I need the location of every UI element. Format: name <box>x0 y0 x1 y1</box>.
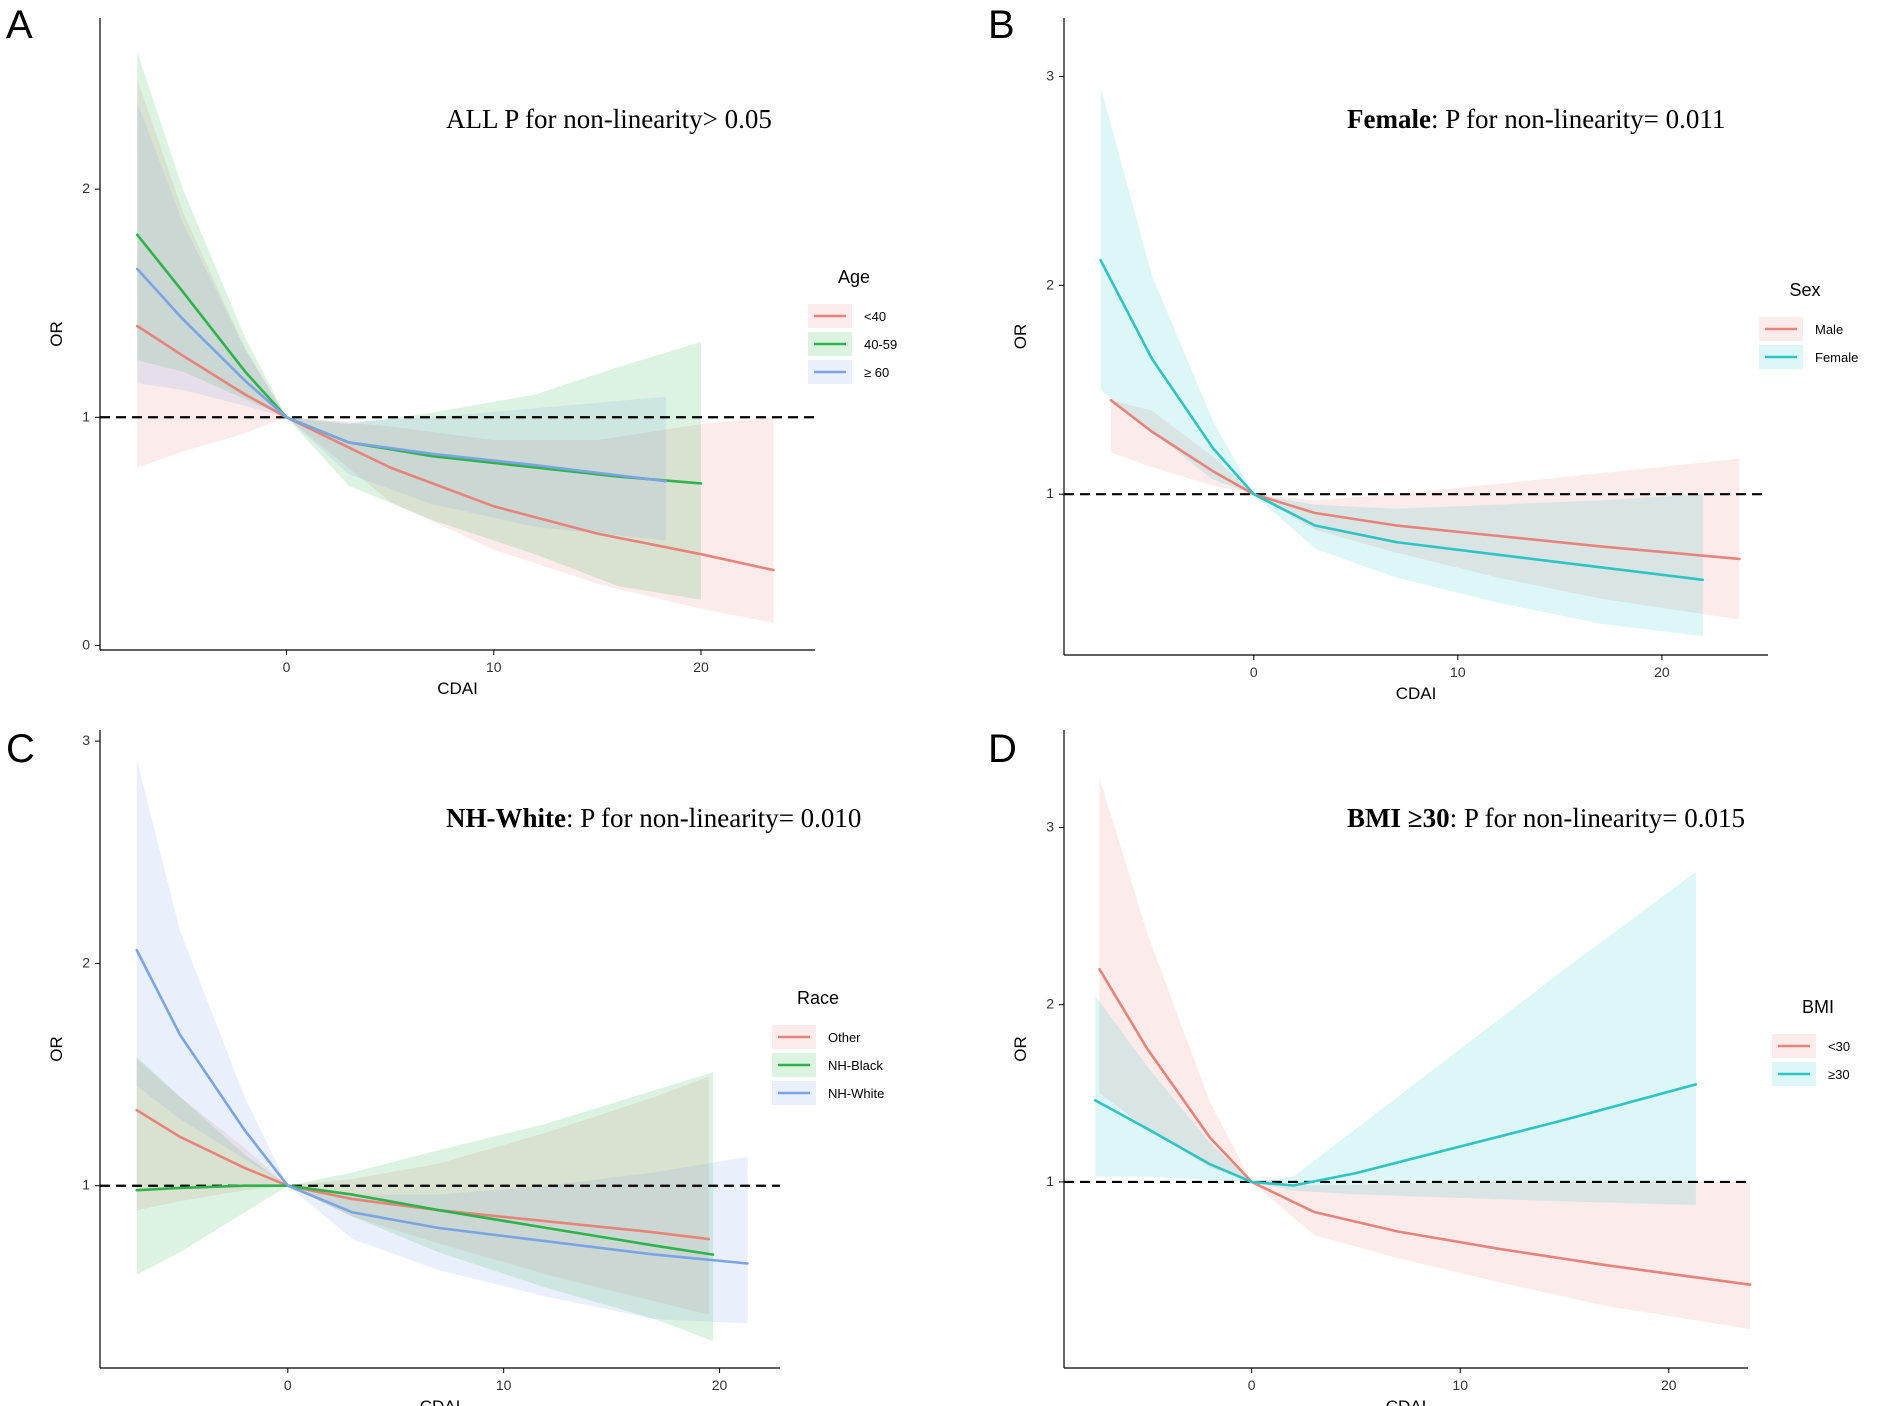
panel-c-band-nh-white <box>136 758 748 1324</box>
panel-b-legend-title: Sex <box>1789 280 1820 300</box>
panel-c-letter: C <box>6 727 35 771</box>
panel-a-band-lt40 <box>137 79 774 623</box>
panel-c-y-tick-label: 3 <box>82 732 90 748</box>
panel-d-band-lt30 <box>1099 777 1751 1329</box>
panel-a-legend-label-lt40: <40 <box>864 309 886 324</box>
panel-d-letter: D <box>988 727 1017 771</box>
panel-c-series-line-nh-white <box>135 948 749 1265</box>
panel-c-legend: Race Other NH-Black NH-White <box>772 988 884 1105</box>
panel-a-y-axis-title: OR <box>47 321 66 347</box>
panel-c-x-tick-label: 10 <box>496 1377 512 1393</box>
panel-a-series-line-lt40 <box>136 324 775 572</box>
panel-d-annotation-text: : P for non-linearity= 0.015 <box>1450 803 1745 833</box>
panel-a-band-40-59 <box>137 52 702 600</box>
panel-d-y-tick-label: 1 <box>1046 1173 1054 1189</box>
panel-a-series-line-ge-60 <box>136 267 668 483</box>
panel-b-annotation: Female: P for non-linearity= 0.011 <box>1347 104 1725 134</box>
panel-a-band-ge-60 <box>137 102 666 541</box>
panel-d-x-axis-title: CDAI <box>1386 1397 1427 1406</box>
panel-d-x-tick-label: 20 <box>1661 1377 1677 1393</box>
panel-c-series-line-nh-black <box>135 1184 715 1256</box>
panel-c-band-nh-black <box>136 1056 714 1342</box>
panel-b-y-axis-title: OR <box>1011 324 1030 350</box>
panel-a-annotation: ALL P for non-linearity> 0.05 <box>446 104 772 134</box>
panel-d-legend-label-lt30: <30 <box>1828 1039 1850 1054</box>
panel-a-legend: Age <40 40-59 ≥ 60 <box>808 267 897 384</box>
panel-b-x-axis-title: CDAI <box>1396 684 1437 703</box>
panel-c-legend-label-nh-white: NH-White <box>828 1086 884 1101</box>
panel-d-band-ge30 <box>1095 871 1696 1205</box>
panel-c-y-axis-title: OR <box>47 1036 66 1062</box>
panel-c-legend-label-nh-black: NH-Black <box>828 1058 883 1073</box>
panel-d-y-tick-label: 2 <box>1046 996 1054 1012</box>
panel-b-y-tick-label: 2 <box>1046 276 1054 292</box>
panel-a-x-axis-title: CDAI <box>437 679 478 698</box>
panel-d-annotation-bold: BMI ≥30 <box>1347 803 1450 833</box>
panel-b-x-tick-label: 10 <box>1450 664 1466 680</box>
panel-b-y-tick-label: 1 <box>1046 485 1054 501</box>
panel-a: A 0 10 20 0 1 2 CDAI OR ALL P for non-linearity>… <box>6 3 897 698</box>
panel-c-annotation: NH-White: P for non-linearity= 0.010 <box>446 803 861 833</box>
panel-b-y-tick-label: 3 <box>1046 67 1054 83</box>
panel-a-x-tick-label: 10 <box>486 659 502 675</box>
panel-c-legend-label-other: Other <box>828 1030 861 1045</box>
panel-c: C 01020123CDAIORNH-White: P for non-line… <box>6 727 884 1406</box>
panel-d-y-axis-title: OR <box>1011 1036 1030 1062</box>
panel-b-annotation-text: : P for non-linearity= 0.011 <box>1431 104 1725 134</box>
panel-a-y-tick-label: 1 <box>82 408 90 424</box>
panel-b-x-tick-label: 0 <box>1250 664 1258 680</box>
panel-b-legend-label-male: Male <box>1815 322 1843 337</box>
panel-a-x-tick-label: 0 <box>283 659 291 675</box>
panel-d-series-line-lt30 <box>1098 967 1752 1286</box>
panel-a-y-tick-label: 2 <box>82 180 90 196</box>
panel-c-y-tick-label: 2 <box>82 954 90 970</box>
panel-d-series-line-ge30 <box>1094 1083 1698 1187</box>
panel-b-legend-label-female: Female <box>1815 350 1858 365</box>
panel-a-legend-label-ge-60: ≥ 60 <box>864 365 889 380</box>
panel-a-x-tick-label: 20 <box>693 659 709 675</box>
panel-b-legend: Sex Male Female <box>1759 280 1858 369</box>
panel-c-x-tick-label: 0 <box>284 1377 292 1393</box>
panel-b-series-line-female <box>1099 258 1704 582</box>
panel-a-legend-label-40-59: 40-59 <box>864 337 897 352</box>
panel-b-letter: B <box>988 3 1015 47</box>
panel-c-y-tick-label: 1 <box>82 1177 90 1193</box>
panel-d-x-tick-label: 0 <box>1248 1377 1256 1393</box>
panel-d: D 01020123CDAIORBMI ≥30: P for non-linea… <box>988 727 1850 1406</box>
panel-c-series-line-other <box>135 1108 711 1241</box>
panel-c-annotation-bold: NH-White <box>446 803 566 833</box>
panel-a-letter: A <box>6 3 33 47</box>
panel-b-x-tick-label: 20 <box>1654 664 1670 680</box>
panel-b-band-female <box>1100 86 1703 637</box>
panel-c-annotation-text: : P for non-linearity= 0.010 <box>566 803 861 833</box>
panel-c-legend-title: Race <box>797 988 839 1008</box>
panel-d-x-tick-label: 10 <box>1452 1377 1468 1393</box>
panel-a-legend-title: Age <box>838 267 870 287</box>
panel-d-legend-label-ge30: ≥30 <box>1828 1067 1850 1082</box>
panel-d-legend: BMI <30 ≥30 <box>1772 997 1850 1086</box>
panel-b-series-line-male <box>1109 398 1741 561</box>
panel-d-legend-title: BMI <box>1802 997 1834 1017</box>
panel-c-x-tick-label: 20 <box>712 1377 728 1393</box>
panel-a-annotation-text: ALL P for non-linearity> 0.05 <box>446 104 772 134</box>
panel-b-annotation-bold: Female <box>1347 104 1431 134</box>
panel-c-x-axis-title: CDAI <box>420 1397 461 1406</box>
panel-d-annotation: BMI ≥30: P for non-linearity= 0.015 <box>1347 803 1745 833</box>
panel-d-y-tick-label: 3 <box>1046 818 1054 834</box>
panel-a-y-tick-label: 0 <box>82 636 90 652</box>
